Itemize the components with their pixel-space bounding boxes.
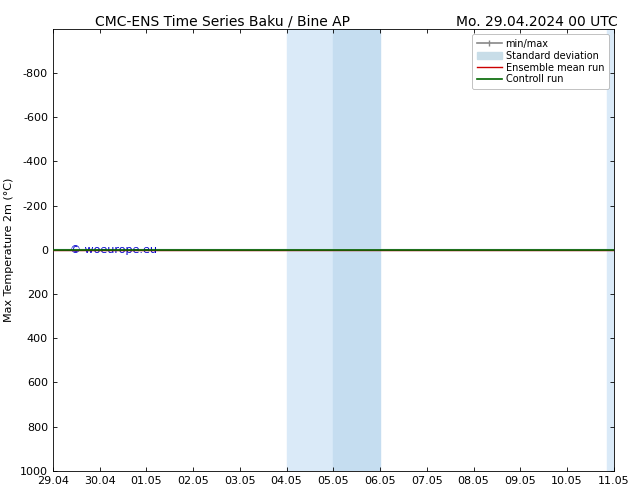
- Bar: [333, 29, 380, 471]
- Bar: [607, 29, 614, 471]
- Bar: [287, 29, 333, 471]
- Y-axis label: Max Temperature 2m (°C): Max Temperature 2m (°C): [4, 178, 15, 322]
- Text: © woeurope.eu: © woeurope.eu: [70, 245, 157, 255]
- Text: CMC-ENS Time Series Baku / Bine AP: CMC-ENS Time Series Baku / Bine AP: [95, 15, 350, 29]
- Legend: min/max, Standard deviation, Ensemble mean run, Controll run: min/max, Standard deviation, Ensemble me…: [472, 34, 609, 89]
- Text: Mo. 29.04.2024 00 UTC: Mo. 29.04.2024 00 UTC: [456, 15, 618, 29]
